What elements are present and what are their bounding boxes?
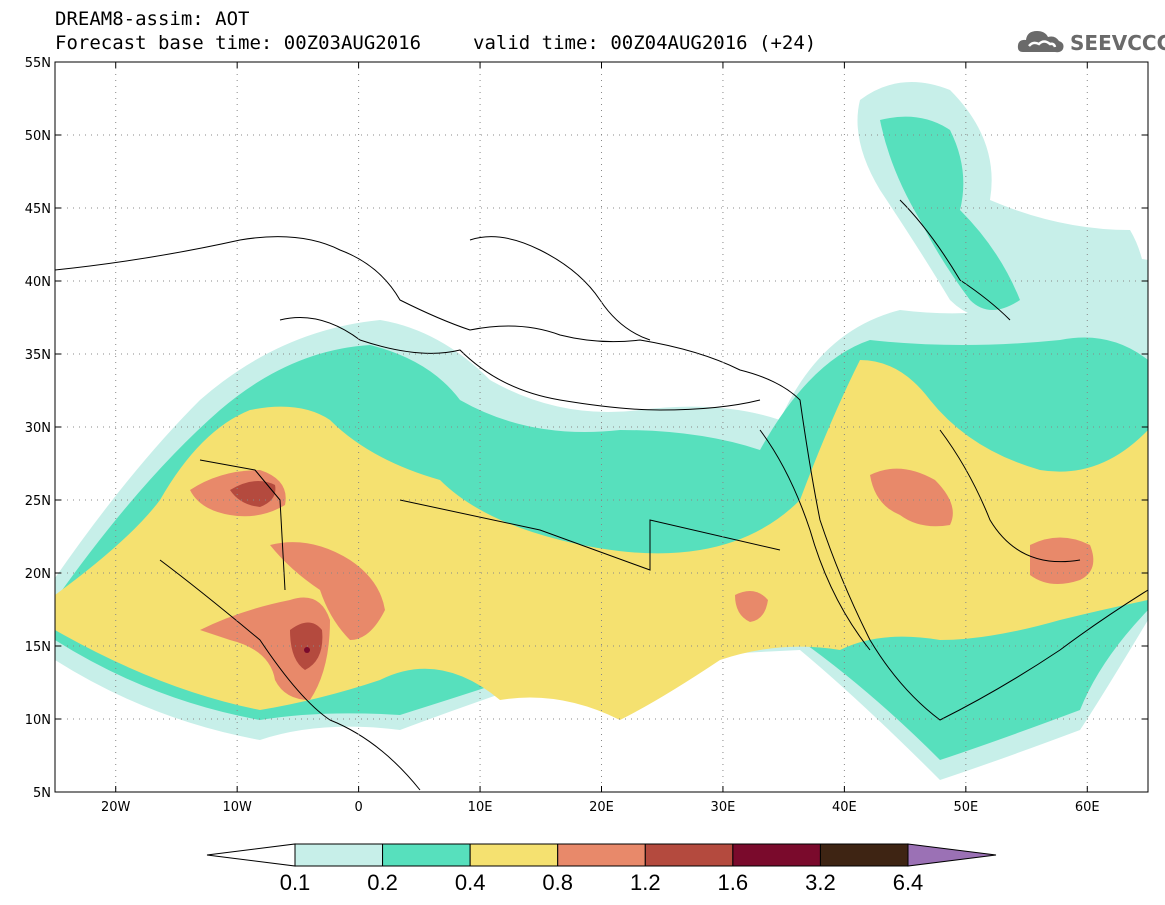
valid-time: valid time: 00Z04AUG2016 (+24) — [473, 32, 817, 54]
longitude-labels: 20W 10W 0 10E 20E 30E 40E 50E 60E — [101, 800, 1100, 815]
colorbar-label: 6.4 — [892, 870, 924, 895]
logo-text: SEEVCCC — [1070, 31, 1165, 55]
colorbar-swatch — [382, 843, 471, 867]
colorbar-label: 0.8 — [542, 870, 573, 895]
colorbar-label: 1.2 — [629, 870, 661, 895]
map-title: DREAM8-assim: AOT — [55, 8, 250, 30]
seevccc-logo: SEEVCCC — [1015, 24, 1165, 58]
colorbar-swatch — [644, 843, 734, 867]
map-subtitle: Forecast base time: 00Z03AUG2016 valid ti… — [55, 32, 816, 54]
colorbar-label: 1.6 — [717, 870, 749, 895]
aot-field — [55, 82, 1148, 780]
latitude-labels: 55N 50N 45N 40N 35N 30N 25N 20N 15N 10N 5N — [25, 56, 51, 801]
colorbar-swatch — [819, 843, 909, 867]
lon-label: 20E — [589, 800, 614, 815]
colorbar-lower-arrow — [206, 843, 296, 867]
colorbar-label: 0.2 — [367, 870, 398, 895]
lat-label: 35N — [25, 348, 51, 363]
lat-label: 10N — [25, 713, 51, 728]
aot-band-1.6 — [304, 647, 310, 653]
lon-label: 10E — [468, 800, 493, 815]
lon-label: 10W — [222, 800, 252, 815]
lon-label: 50E — [953, 800, 978, 815]
aot-band-0.8-f — [735, 591, 768, 622]
cloud-icon — [1017, 31, 1064, 53]
base-time: Forecast base time: 00Z03AUG2016 — [55, 32, 422, 54]
lon-label: 0 — [354, 800, 362, 815]
aot-band-0.8-d — [870, 468, 953, 527]
lon-label: 40E — [832, 800, 857, 815]
lat-label: 5N — [33, 786, 51, 801]
graticule — [55, 62, 1148, 792]
lat-label: 55N — [25, 56, 51, 71]
aot-band-0.8-c — [200, 597, 330, 700]
lat-label: 15N — [25, 640, 51, 655]
lat-label: 25N — [25, 494, 51, 509]
colorbar-label: 3.2 — [805, 870, 836, 895]
colorbar-swatch — [557, 843, 646, 867]
aot-band-0.8-e — [1030, 537, 1094, 584]
colorbar-swatch — [469, 843, 559, 867]
colorbar-swatch — [732, 843, 821, 867]
colorbar — [206, 843, 997, 867]
aot-band-1.2-b — [290, 622, 323, 670]
lat-label: 50N — [25, 129, 51, 144]
lon-label: 60E — [1075, 800, 1100, 815]
colorbar-upper-arrow — [907, 843, 997, 867]
colorbar-label: 0.4 — [454, 870, 486, 895]
lat-label: 40N — [25, 275, 51, 290]
colorbar-swatch — [294, 843, 384, 867]
axis-ticks — [55, 61, 1148, 793]
lat-label: 20N — [25, 567, 51, 582]
colorbar-label: 0.1 — [279, 870, 311, 895]
lon-label: 20W — [101, 800, 131, 815]
lon-label: 30E — [711, 800, 736, 815]
aot-band-0.2-caspian — [880, 116, 1020, 311]
coastlines — [55, 199, 1148, 791]
aot-band-0.8-b — [270, 542, 385, 640]
lat-label: 45N — [25, 202, 51, 217]
lat-label: 30N — [25, 421, 51, 436]
